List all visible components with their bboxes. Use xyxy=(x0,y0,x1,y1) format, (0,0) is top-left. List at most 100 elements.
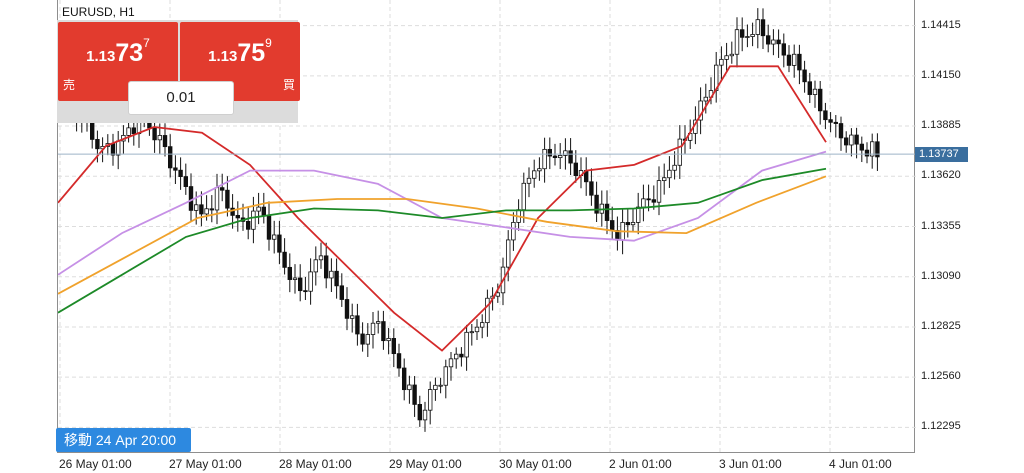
candle xyxy=(157,135,162,141)
candle xyxy=(391,338,396,355)
price-tick-label: 1.12825 xyxy=(921,319,961,332)
candle xyxy=(469,331,474,334)
candle xyxy=(594,194,599,214)
candle xyxy=(479,322,485,328)
candle xyxy=(271,234,277,240)
moving-average-line xyxy=(58,175,827,295)
candle xyxy=(459,353,464,358)
candle xyxy=(724,55,729,60)
candle xyxy=(209,208,214,211)
candle xyxy=(287,266,292,280)
price-tick-label: 1.12560 xyxy=(921,370,961,383)
candle xyxy=(859,143,864,151)
moving-average-line xyxy=(58,150,827,276)
candle xyxy=(318,255,324,261)
candle xyxy=(453,353,459,360)
price-tick-label: 1.13355 xyxy=(921,219,961,232)
candle xyxy=(116,140,121,156)
chart-area[interactable] xyxy=(57,0,916,453)
time-tick-label: 4 Jun 01:00 xyxy=(829,457,892,471)
candle xyxy=(604,203,610,221)
price-chart[interactable] xyxy=(58,0,916,453)
candle xyxy=(360,333,365,345)
candle xyxy=(261,206,266,216)
candle xyxy=(636,206,641,223)
candle xyxy=(849,134,854,146)
candle xyxy=(625,222,630,226)
candle xyxy=(214,187,220,211)
lot-size-field[interactable]: 0.01 xyxy=(128,81,234,115)
candle xyxy=(433,384,438,390)
candle xyxy=(630,222,636,226)
candle xyxy=(256,206,261,212)
sell-button[interactable]: 1.13737 売 xyxy=(58,22,178,101)
candle xyxy=(552,155,558,159)
time-tick-label: 28 May 01:00 xyxy=(279,457,352,471)
price-tick-label: 1.13090 xyxy=(921,269,961,282)
candle xyxy=(786,54,792,66)
candle xyxy=(438,384,443,387)
candle xyxy=(719,58,724,66)
candle xyxy=(667,169,672,179)
candle xyxy=(277,234,282,253)
sell-label: 売 xyxy=(63,78,76,92)
candle xyxy=(225,189,230,209)
candle xyxy=(162,135,168,148)
price-tick-label: 1.14415 xyxy=(921,18,961,31)
candle xyxy=(734,29,740,55)
candle xyxy=(797,53,802,71)
candle xyxy=(771,39,776,45)
candle xyxy=(807,81,812,95)
candle xyxy=(386,338,391,342)
goto-date-button[interactable]: 移動 24 Apr 20:00 xyxy=(56,428,191,452)
candle xyxy=(875,141,880,158)
candle xyxy=(245,220,251,230)
candle xyxy=(251,210,256,230)
candle xyxy=(542,148,547,170)
time-tick-label: 2 Jun 01:00 xyxy=(609,457,672,471)
candle xyxy=(401,367,407,391)
candle xyxy=(766,35,771,45)
time-tick-label: 3 Jun 01:00 xyxy=(719,457,782,471)
candle xyxy=(505,239,511,268)
candle xyxy=(870,141,875,157)
candle xyxy=(152,127,157,141)
candle xyxy=(313,259,318,273)
candle xyxy=(818,88,823,112)
candle xyxy=(323,255,329,279)
candle xyxy=(563,150,568,156)
candle xyxy=(90,120,95,140)
candle xyxy=(365,334,370,345)
candle xyxy=(303,290,308,293)
time-tick-label: 29 May 01:00 xyxy=(389,457,462,471)
candle xyxy=(672,164,677,171)
candle xyxy=(495,292,500,297)
candle xyxy=(656,180,662,203)
candle xyxy=(729,53,734,57)
buy-label: 買 xyxy=(282,78,295,92)
candle xyxy=(651,199,656,203)
candle xyxy=(755,19,760,35)
candle xyxy=(407,384,412,391)
buy-price: 1.13759 xyxy=(208,36,272,67)
candle xyxy=(760,19,766,37)
candle xyxy=(204,208,209,215)
candle xyxy=(183,176,188,187)
candle xyxy=(828,119,833,123)
candle xyxy=(557,155,563,159)
sell-price: 1.13737 xyxy=(86,36,150,67)
candle xyxy=(610,220,615,231)
candle xyxy=(864,149,870,157)
candle xyxy=(531,170,537,179)
candle xyxy=(662,177,667,182)
one-click-trade-panel: 1.13737 売 1.13759 買 0.01 xyxy=(57,20,300,123)
candle xyxy=(547,148,552,157)
candle xyxy=(334,270,339,287)
candle xyxy=(589,181,594,196)
candle xyxy=(282,251,287,268)
candle xyxy=(443,366,448,386)
candle xyxy=(422,409,428,421)
candle xyxy=(412,384,417,405)
candle xyxy=(126,127,131,136)
candle xyxy=(511,221,516,241)
